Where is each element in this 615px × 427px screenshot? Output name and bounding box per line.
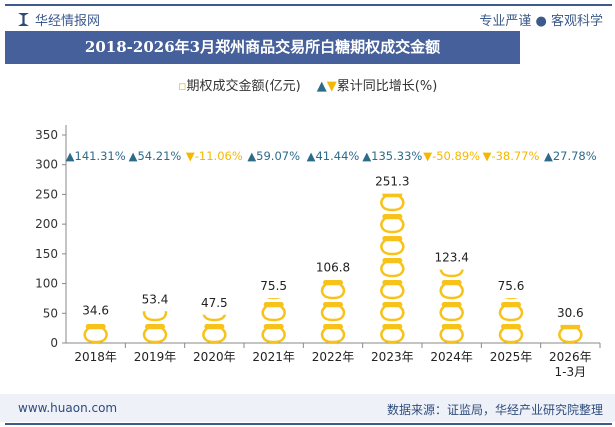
value-label: 30.6 <box>557 306 584 320</box>
x-tick-label: 2026年 <box>549 350 592 364</box>
value-label: 106.8 <box>316 261 350 275</box>
growth-label: ▲135.33% <box>362 149 422 163</box>
x-tick-label: 2019年 <box>134 350 177 364</box>
data-source: 数据来源：证监局，华经产业研究院整理 <box>386 403 603 417</box>
y-tick-label: 150 <box>35 247 58 261</box>
brand[interactable]: 华经情报网 <box>18 10 100 29</box>
x-tick-label: 2023年 <box>371 350 414 364</box>
value-label: 251.3 <box>375 175 409 189</box>
pot-icon <box>202 314 227 322</box>
y-tick-label: 50 <box>43 306 58 320</box>
chart-plot: 0 50 100 150 200 250 300 350 34.6 2018年 ▲141.31% 53… <box>35 125 601 379</box>
bar-7 <box>498 298 524 343</box>
growth-label: ▼-11.06% <box>186 149 243 163</box>
growth-label: ▲27.78% <box>544 149 597 163</box>
growth-label: ▲59.07% <box>247 149 300 163</box>
pot-icon <box>261 324 286 344</box>
bar-4 <box>320 280 346 343</box>
growth-label: ▲54.21% <box>129 149 182 163</box>
legend-growth: ▲▼累计同比增长(%) <box>316 79 438 94</box>
y-tick-label: 300 <box>35 158 58 172</box>
bar-8 <box>558 324 583 343</box>
x-tick-label: 2018年 <box>74 350 117 364</box>
x-tick-label: 2020年 <box>193 350 236 364</box>
pot-icon <box>320 324 346 343</box>
pot-icon <box>439 302 464 322</box>
pot-icon <box>142 324 168 343</box>
pot-icon <box>380 280 405 300</box>
x-tick-label: 2022年 <box>312 350 355 364</box>
growth-label: ▼-38.77% <box>483 149 540 163</box>
pot-icon <box>380 193 405 212</box>
x-tick-label: 2025年 <box>490 350 533 364</box>
logo-icon <box>18 13 29 26</box>
slogan: 专业严谨 ● 客观科学 <box>479 14 603 29</box>
legend-amount: ▫期权成交金额(亿元) <box>177 79 301 94</box>
growth-label: ▲41.44% <box>307 149 360 163</box>
bottom-divider <box>5 423 612 425</box>
pot-icon <box>320 302 346 322</box>
x-tick-label: 2021年 <box>252 350 295 364</box>
website-link[interactable]: www.huaon.com <box>18 401 118 415</box>
value-label: 53.4 <box>142 292 169 306</box>
pot-icon <box>142 311 168 322</box>
y-tick-label: 100 <box>35 277 58 291</box>
pot-icon <box>439 269 464 278</box>
chart-title: 2018-2026年3月郑州商品交易所白糖期权成交金额 <box>5 31 520 64</box>
pot-icon <box>380 258 405 278</box>
pot-icon <box>558 324 583 343</box>
bar-3 <box>261 298 286 344</box>
pot-icon <box>83 324 108 343</box>
value-label: 75.5 <box>260 279 287 293</box>
pot-icon <box>261 302 286 322</box>
pot-icon <box>498 302 524 322</box>
top-divider <box>5 4 612 6</box>
y-tick-label: 350 <box>35 128 58 142</box>
x-tick-label: 1-3月 <box>555 365 587 379</box>
value-label: 34.6 <box>82 303 109 317</box>
pot-icon <box>439 324 464 343</box>
legend: ▫期权成交金额(亿元) ▲▼累计同比增长(%) <box>0 75 615 94</box>
pot-icon <box>439 280 464 300</box>
y-tick-label: 250 <box>35 187 58 201</box>
pot-icon <box>202 324 227 343</box>
value-label: 123.4 <box>434 251 468 265</box>
pot-icon <box>380 302 405 322</box>
bar-2 <box>202 314 227 343</box>
bar-6 <box>439 269 464 343</box>
footer: www.huaon.com 数据来源：证监局，华经产业研究院整理 <box>0 394 615 422</box>
pot-icon <box>380 214 405 234</box>
growth-label: ▼-50.89% <box>423 149 480 163</box>
y-tick-label: 200 <box>35 217 58 231</box>
y-tick-label: 0 <box>50 336 58 350</box>
bar-0 <box>83 324 108 343</box>
pot-icon <box>380 324 405 343</box>
bar-1 <box>142 311 168 343</box>
pot-icon <box>380 236 405 256</box>
x-tick-label: 2024年 <box>430 350 473 364</box>
growth-label: ▲141.31% <box>66 149 126 163</box>
value-label: 47.5 <box>201 296 228 310</box>
pot-icon <box>498 324 524 343</box>
value-label: 75.6 <box>498 279 525 293</box>
bar-5 <box>380 193 405 343</box>
brand-name: 华经情报网 <box>35 14 101 29</box>
pot-icon <box>320 280 346 300</box>
